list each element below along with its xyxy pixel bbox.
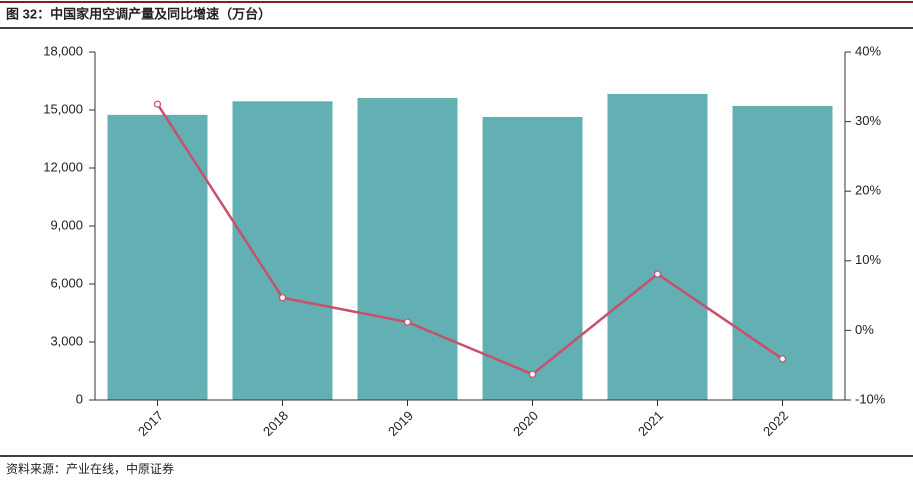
source-note: 资料来源：产业在线，中原证券 — [6, 461, 174, 476]
bar — [607, 93, 708, 400]
y-tick-label: 3,000 — [50, 333, 83, 348]
line-point — [653, 270, 662, 278]
y2-tick-label: 20% — [855, 183, 881, 198]
x-tick-label: 2022 — [760, 408, 791, 439]
bar — [357, 98, 458, 400]
y2-tick-label: 0% — [855, 322, 874, 337]
y-tick-label: 18,000 — [43, 43, 83, 58]
y-tick-label: 6,000 — [50, 275, 83, 290]
y2-tick-label: 40% — [855, 43, 881, 58]
x-tick-label: 2018 — [260, 408, 291, 439]
line-point — [778, 355, 787, 363]
bar — [107, 114, 208, 400]
x-tick-label: 2021 — [635, 408, 666, 439]
y2-tick-label: 10% — [855, 252, 881, 267]
bar — [732, 105, 833, 400]
line-point — [403, 318, 412, 326]
y-tick-label: 12,000 — [43, 159, 83, 174]
figure-title: 图 32：中国家用空调产量及同比增速（万台） — [6, 6, 271, 21]
bar — [232, 101, 333, 401]
line-point — [153, 100, 162, 108]
y-tick-label: 0 — [76, 391, 83, 406]
x-tick-label: 2017 — [135, 408, 166, 439]
y2-tick-label: 30% — [855, 113, 881, 128]
y2-tick-label: -10% — [855, 391, 886, 406]
y-tick-label: 9,000 — [50, 217, 83, 232]
line — [156, 103, 784, 376]
y-tick-label: 15,000 — [43, 101, 83, 116]
x-tick-label: 2019 — [385, 408, 416, 439]
line-point — [528, 370, 537, 378]
line-point — [278, 294, 287, 302]
x-tick-label: 2020 — [510, 408, 541, 439]
bar — [482, 116, 583, 401]
